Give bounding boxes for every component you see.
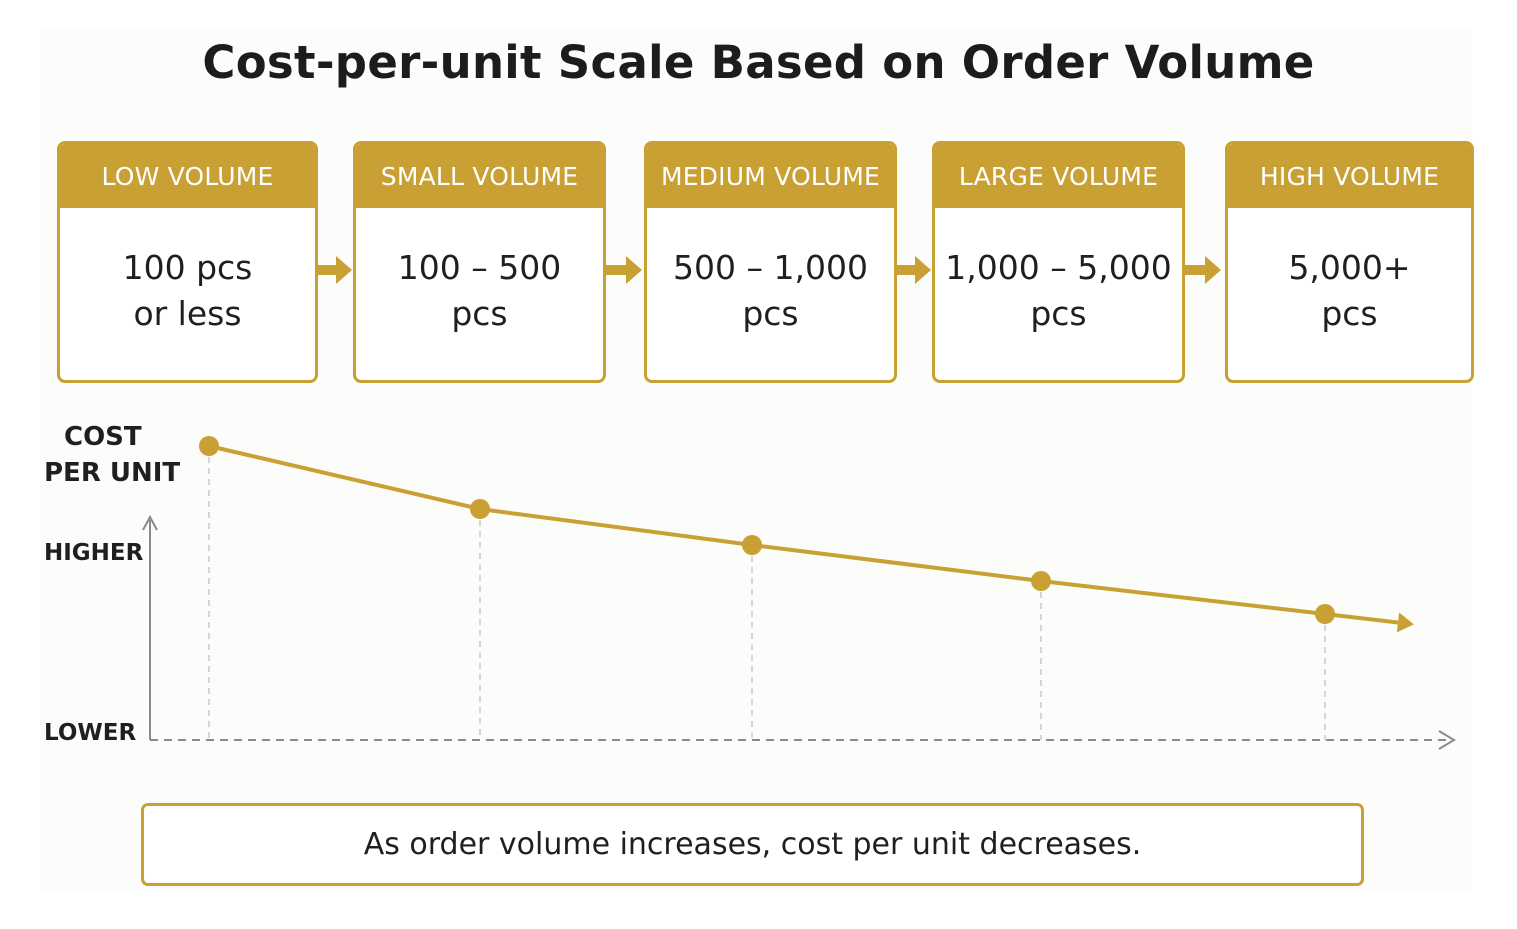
tier-body: 5,000+ pcs [1228,208,1471,380]
tier-header: SMALL VOLUME [356,144,603,208]
tier-card-medium: MEDIUM VOLUME 500 – 1,000 pcs [644,141,897,383]
summary-note: As order volume increases, cost per unit… [141,803,1364,886]
tier-unit: pcs [1030,294,1087,333]
arrow-right-icon [604,256,642,284]
tier-card-small: SMALL VOLUME 100 – 500 pcs [353,141,606,383]
y-axis-title-line2: PER UNIT [44,458,181,488]
arrow-right-icon [316,256,352,284]
data-point [1031,571,1051,591]
tier-range: 5,000+ [1288,248,1411,287]
tier-unit: or less [133,294,242,333]
y-axis-title-line1: COST [64,422,142,452]
y-axis-arrowhead [142,514,158,531]
tier-card-large: LARGE VOLUME 1,000 – 5,000 pcs [932,141,1185,383]
data-point [199,436,219,456]
tier-range: 100 – 500 [397,248,562,287]
tier-header: MEDIUM VOLUME [647,144,894,208]
tier-header: HIGH VOLUME [1228,144,1471,208]
tier-body: 500 – 1,000 pcs [647,208,894,380]
y-axis-high-label: HIGHER [44,540,144,566]
cost-series-line [208,444,1326,616]
tier-unit: pcs [742,294,799,333]
tier-range: 100 pcs [122,248,253,287]
data-point [742,535,762,555]
tier-range: 500 – 1,000 [673,248,868,287]
tier-range: 1,000 – 5,000 [945,248,1172,287]
tier-card-low: LOW VOLUME 100 pcs or less [57,141,318,383]
tier-body: 1,000 – 5,000 pcs [935,208,1182,380]
tier-header: LOW VOLUME [60,144,315,208]
tier-header: LARGE VOLUME [935,144,1182,208]
x-axis-arrowhead [1438,730,1456,750]
tier-unit: pcs [451,294,508,333]
tier-body: 100 – 500 pcs [356,208,603,380]
page-title: Cost-per-unit Scale Based on Order Volum… [202,36,1315,89]
tier-card-high: HIGH VOLUME 5,000+ pcs [1225,141,1474,383]
arrow-right-icon [1183,256,1221,284]
arrow-right-icon [895,256,931,284]
data-point [470,499,490,519]
trend-arrowhead [1396,612,1414,633]
y-axis-low-label: LOWER [44,720,137,746]
tier-body: 100 pcs or less [60,208,315,380]
tier-unit: pcs [1321,294,1378,333]
data-point [1315,604,1335,624]
trend-extension-line [1324,612,1399,625]
